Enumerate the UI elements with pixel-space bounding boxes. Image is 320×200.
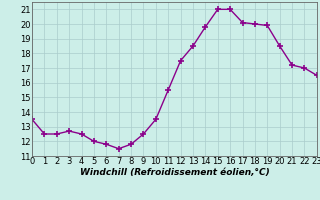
X-axis label: Windchill (Refroidissement éolien,°C): Windchill (Refroidissement éolien,°C) (80, 168, 269, 177)
